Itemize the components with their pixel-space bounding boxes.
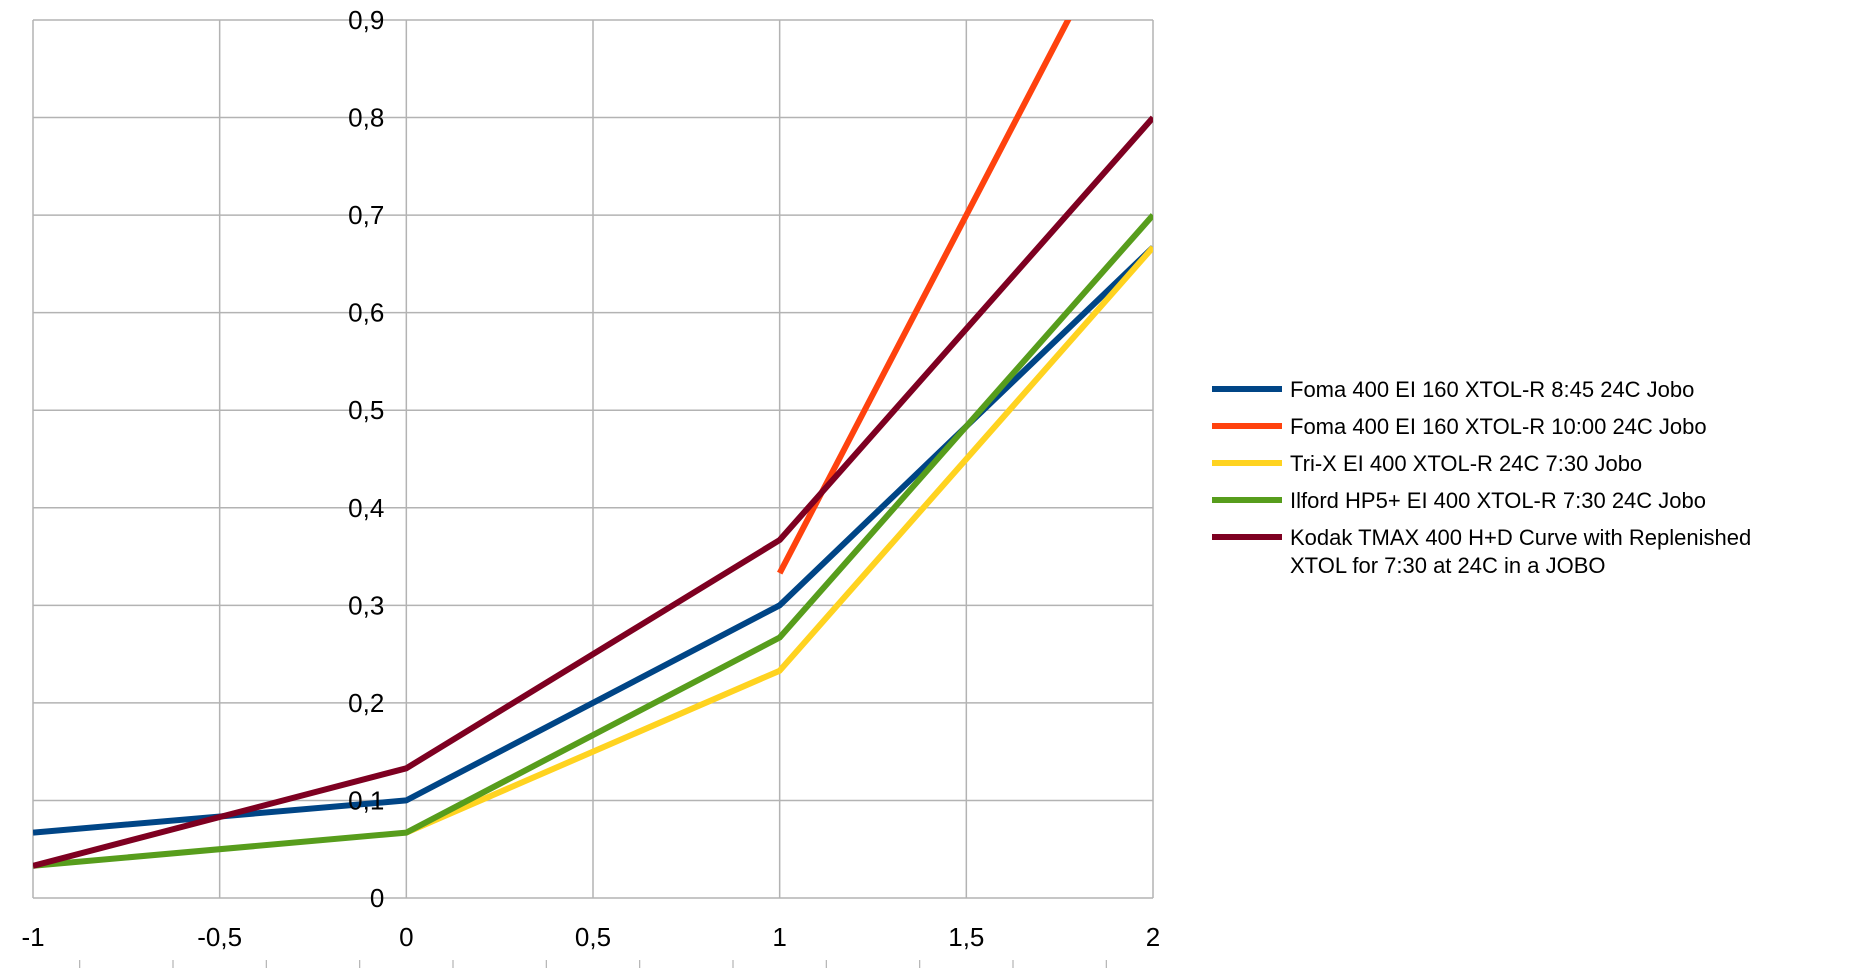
y-tick-label: 0,9 — [348, 5, 384, 35]
y-tick-label: 0,2 — [348, 688, 384, 718]
y-tick-label: 0,5 — [348, 395, 384, 425]
legend: Foma 400 EI 160 XTOL-R 8:45 24C Jobo Foma… — [1212, 377, 1751, 578]
x-tick-label: 0,5 — [575, 922, 611, 952]
grid-lines — [32, 19, 1154, 899]
y-tick-label: 0 — [370, 883, 384, 913]
y-tick-label: 0,8 — [348, 103, 384, 133]
series-line-2 — [777, 20, 1072, 575]
x-tick-label: -1 — [21, 922, 44, 952]
legend-label-3: Tri-X EI 400 XTOL-R 24C 7:30 Jobo — [1290, 451, 1642, 476]
y-tick-label: 0,7 — [348, 200, 384, 230]
x-tick-label: -0,5 — [197, 922, 242, 952]
legend-label-5: Kodak TMAX 400 H+D Curve with Replenishe… — [1290, 525, 1751, 550]
y-tick-label: 0,6 — [348, 298, 384, 328]
axis-labels: 0 0,1 0,2 0,3 0,4 0,5 0,6 0,7 0,8 0,9 -1 -0,5 0 0,5 1 1… — [21, 5, 1160, 968]
series-line-3 — [405, 245, 1153, 836]
y-tick-label: 0,1 — [348, 785, 384, 815]
legend-label-5: XTOL for 7:30 at 24C in a JOBO — [1290, 553, 1606, 578]
legend-label-4: Ilford HP5+ EI 400 XTOL-R 7:30 24C Jobo — [1290, 488, 1706, 513]
x-tick-label: 1,5 — [948, 922, 984, 952]
legend-label-1: Foma 400 EI 160 XTOL-R 8:45 24C Jobo — [1290, 377, 1694, 402]
x-tick-label: 0 — [399, 922, 413, 952]
x-tick-label: 2 — [1146, 922, 1160, 952]
series-line-4 — [33, 213, 1153, 869]
series-line-5 — [33, 115, 1153, 869]
x-tick-label: 1 — [772, 922, 786, 952]
y-tick-label: 0,4 — [348, 493, 384, 523]
series-lines — [33, 20, 1153, 869]
y-tick-label: 0,3 — [348, 590, 384, 620]
legend-label-2: Foma 400 EI 160 XTOL-R 10:00 24C Jobo — [1290, 414, 1707, 439]
